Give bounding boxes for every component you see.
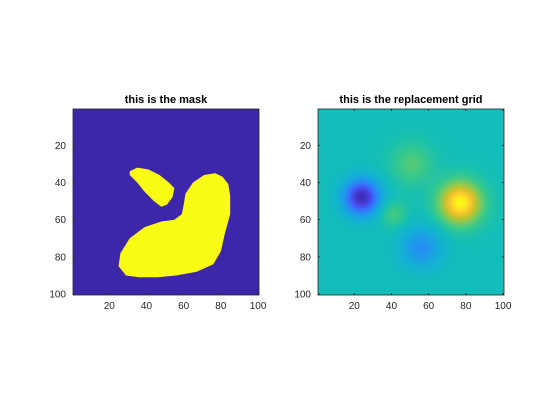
grid-x-tick-label: 40 <box>386 301 398 312</box>
mask-x-tick-label: 20 <box>104 301 116 312</box>
grid-y-tick-label: 20 <box>300 141 312 152</box>
mask-axes-box <box>72 108 260 296</box>
grid-y-tick-label: 100 <box>294 290 311 301</box>
mask-region-1 <box>129 167 175 207</box>
grid-y-tick-label: 40 <box>300 178 312 189</box>
grid-x-tick-label: 20 <box>349 301 361 312</box>
mask-x-tick-label: 100 <box>250 301 267 312</box>
mask-plot-title: this is the mask <box>125 94 208 106</box>
replacement-grid-axis-ticks: 20 40 60 80 100 20 40 60 80 100 <box>294 109 512 312</box>
mask-y-tick-label: 100 <box>49 290 66 301</box>
replacement-grid-image <box>318 109 504 295</box>
mask-region-2 <box>118 173 231 278</box>
replacement-grid-title: this is the replacement grid <box>339 94 482 106</box>
mask-y-tick-label: 60 <box>55 215 67 226</box>
mask-image <box>73 109 259 295</box>
mask-x-tick-label: 40 <box>141 301 153 312</box>
mask-regions <box>118 167 231 278</box>
mask-y-tick-label: 20 <box>55 141 67 152</box>
grid-x-tick-label: 100 <box>495 301 512 312</box>
mask-x-tick-label: 80 <box>215 301 227 312</box>
grid-y-tick-label: 60 <box>300 215 312 226</box>
grid-x-tick-label: 60 <box>423 301 435 312</box>
replacement-grid-raster <box>318 109 504 295</box>
mask-y-tick-label: 40 <box>55 178 67 189</box>
mask-y-tick-label: 80 <box>55 252 67 263</box>
grid-y-tick-label: 80 <box>300 252 312 263</box>
grid-x-tick-label: 80 <box>460 301 472 312</box>
mask-x-tick-label: 60 <box>178 301 190 312</box>
replacement-grid-plot: this is the replacement grid 20 40 60 80 100… <box>294 94 512 312</box>
mask-plot: this is the mask 20 40 60 80 100 20 40 60 80 100 <box>49 94 267 312</box>
replacement-grid-axes-box <box>317 108 505 296</box>
